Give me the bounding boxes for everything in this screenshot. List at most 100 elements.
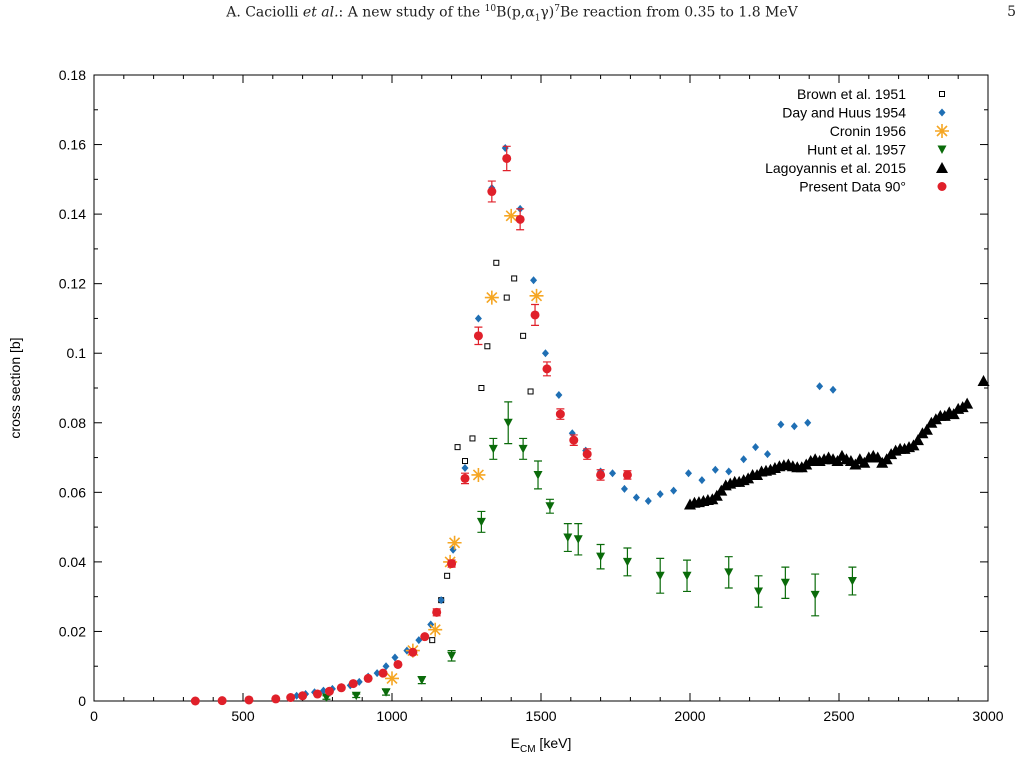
legend-entry-label: Lagoyannis et al. 2015 xyxy=(765,160,906,176)
data-point xyxy=(670,486,678,495)
series-4 xyxy=(684,375,990,510)
legend-entry-label: Present Data 90° xyxy=(799,179,906,195)
data-point xyxy=(473,331,483,341)
data-point xyxy=(501,144,509,153)
data-point xyxy=(462,458,469,465)
legend-marker xyxy=(938,108,946,117)
data-point xyxy=(656,490,664,499)
data-point xyxy=(428,622,443,637)
y-tick-label: 0.16 xyxy=(59,137,86,153)
data-point xyxy=(417,676,427,685)
data-point xyxy=(471,467,486,482)
axis-ticks xyxy=(93,74,989,702)
data-point xyxy=(790,422,798,431)
data-point xyxy=(763,450,771,459)
data-point xyxy=(596,552,606,562)
data-point xyxy=(484,290,499,305)
data-point xyxy=(644,497,652,506)
header-etal: et al. xyxy=(302,4,339,21)
data-point xyxy=(582,449,592,459)
data-point xyxy=(484,343,491,350)
data-point xyxy=(724,568,734,577)
data-point xyxy=(217,696,227,706)
data-point xyxy=(555,409,565,419)
data-point xyxy=(545,502,555,511)
legend-entry-label: Cronin 1956 xyxy=(830,123,906,139)
legend-entry-label: Hunt et al. 1957 xyxy=(807,142,906,158)
data-point xyxy=(847,577,857,586)
data-point xyxy=(313,689,322,699)
data-point xyxy=(373,669,381,678)
data-point xyxy=(478,385,485,391)
data-point xyxy=(620,484,628,493)
legend-entry-label: Brown et al. 1951 xyxy=(797,86,906,102)
data-point xyxy=(682,571,692,581)
y-tick-label: 0.1 xyxy=(67,345,87,361)
data-point xyxy=(754,587,764,596)
data-point xyxy=(493,259,500,266)
data-point xyxy=(752,443,760,452)
data-point xyxy=(336,683,346,693)
data-point xyxy=(474,314,482,323)
data-point xyxy=(487,187,497,197)
data-point xyxy=(351,691,361,701)
data-point xyxy=(711,465,719,474)
data-point xyxy=(622,470,632,480)
data-point xyxy=(596,470,606,480)
data-point xyxy=(511,275,518,282)
data-point xyxy=(454,444,461,451)
page-header: A. Caciolli et al.: A new study of the 1… xyxy=(0,0,1024,40)
data-point xyxy=(573,535,583,544)
data-point xyxy=(698,476,706,485)
data-point xyxy=(503,294,510,301)
header-title-prefix: : A new study of the xyxy=(338,4,481,21)
axis-tick-labels: 0 500 1000 1500 2000 2500 3000 0 0.02 0.04 0.06 0.0… xyxy=(59,67,1004,724)
x-axis-title-subscript: CM xyxy=(520,744,536,755)
data-point xyxy=(432,607,442,617)
series-1 xyxy=(293,144,837,700)
legend-marker xyxy=(937,145,947,154)
data-point xyxy=(271,694,281,704)
y-tick-label: 0.04 xyxy=(59,554,86,570)
data-point xyxy=(503,418,513,428)
x-axis-title: ECM [keV] xyxy=(511,735,572,755)
data-point xyxy=(381,688,391,697)
data-point xyxy=(476,517,486,527)
x-tick-label: 3000 xyxy=(972,708,1003,724)
x-tick-label: 0 xyxy=(90,708,98,724)
data-point xyxy=(655,571,665,581)
data-point xyxy=(515,214,525,224)
data-point xyxy=(977,375,990,387)
data-point xyxy=(777,420,785,429)
y-tick-label: 0.08 xyxy=(59,415,86,431)
legend-marker xyxy=(937,182,947,191)
data-point xyxy=(555,390,563,399)
data-point xyxy=(502,153,512,163)
data-point xyxy=(488,444,498,454)
y-axis-title: cross section [b] xyxy=(7,337,23,438)
x-tick-label: 500 xyxy=(231,708,255,724)
data-point xyxy=(725,467,733,476)
data-point xyxy=(911,434,924,446)
data-point xyxy=(920,423,933,435)
data-point xyxy=(437,596,445,605)
series-0 xyxy=(429,259,534,644)
y-tick-label: 0.14 xyxy=(59,206,86,222)
legend-marker xyxy=(939,91,945,97)
data-point xyxy=(527,388,534,395)
y-tick-label: 0.02 xyxy=(59,623,86,639)
data-point xyxy=(385,671,399,686)
data-point xyxy=(408,647,418,657)
data-point xyxy=(563,533,573,543)
data-point xyxy=(518,444,528,454)
y-tick-label: 0.12 xyxy=(59,276,86,292)
y-tick-label: 0 xyxy=(78,693,86,709)
data-point xyxy=(378,668,388,678)
data-point xyxy=(348,679,358,689)
data-point xyxy=(609,469,617,478)
data-point xyxy=(685,469,693,478)
data-point xyxy=(382,662,390,671)
legend: Brown et al. 1951 Day and Huus 1954 Cronin… xyxy=(765,86,949,195)
data-point xyxy=(460,473,470,483)
